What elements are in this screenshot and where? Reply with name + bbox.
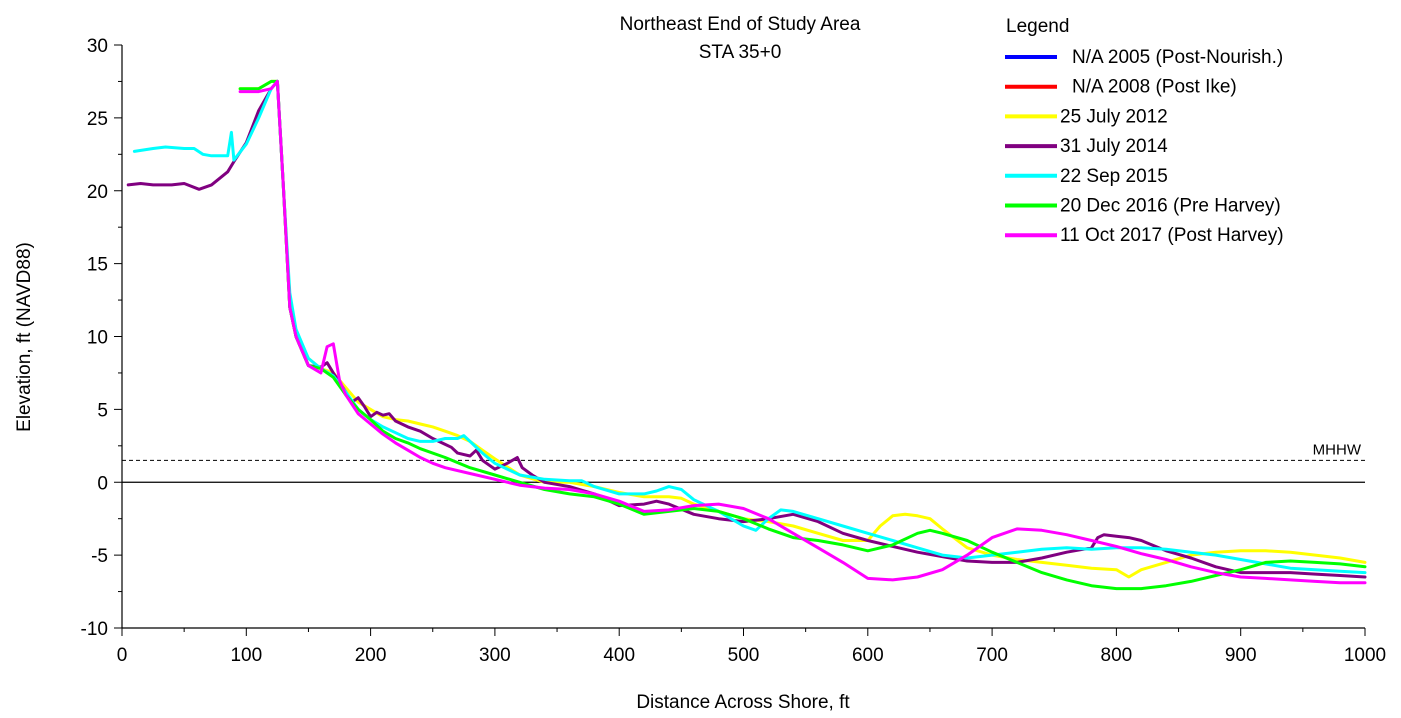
- legend-label-7: 11 Oct 2017 (Post Harvey): [1060, 225, 1284, 246]
- chart-title-line1: Northeast End of Study Area: [620, 14, 861, 35]
- y-tick-label: 30: [87, 36, 108, 57]
- y-tick-label: 0: [97, 473, 108, 494]
- x-tick-label: 1000: [1344, 645, 1386, 666]
- legend-label-3: 25 July 2012: [1060, 106, 1168, 127]
- x-tick-label: 600: [852, 645, 884, 666]
- y-axis-title: Elevation, ft (NAVD88): [14, 242, 35, 432]
- legend-label-4: 31 July 2014: [1060, 136, 1168, 157]
- series-line-6: [238, 79, 1367, 591]
- series-line-5: [132, 79, 1367, 575]
- legend-label-5: 22 Sep 2015: [1060, 166, 1168, 187]
- x-tick-label: 700: [976, 645, 1008, 666]
- y-tick-label: 10: [87, 328, 108, 349]
- y-tick-label: -10: [81, 619, 108, 640]
- legend: Legend N/A 2005 (Post-Nourish.) N/A 2008 …: [1005, 16, 1284, 246]
- legend-label-1: N/A 2005 (Post-Nourish.): [1072, 47, 1283, 68]
- legend-label-2: N/A 2008 (Post Ike): [1072, 77, 1237, 98]
- x-tick-label: 100: [230, 645, 262, 666]
- series-line-3: [238, 79, 1367, 579]
- x-tick-label: 900: [1225, 645, 1257, 666]
- chart-title-line2: STA 35+0: [699, 42, 782, 63]
- y-tick-label: 15: [87, 255, 108, 276]
- x-tick-label: 0: [117, 645, 128, 666]
- series-line-7: [238, 79, 1367, 585]
- axes: 0 100 200 300 400 500 600 700 800 900 1000 -10 -5 0 5 1…: [81, 36, 1387, 666]
- reference-lines: MHHW: [122, 441, 1365, 483]
- x-tick-label: 300: [479, 645, 511, 666]
- y-tick-label: 5: [97, 400, 108, 421]
- legend-label-6: 20 Dec 2016 (Pre Harvey): [1060, 196, 1281, 217]
- series-lines: [126, 79, 1367, 591]
- x-tick-label: 800: [1101, 645, 1133, 666]
- legend-title: Legend: [1006, 16, 1069, 37]
- x-axis-title: Distance Across Shore, ft: [636, 692, 850, 713]
- y-tick-label: -5: [91, 546, 108, 567]
- x-tick-label: 400: [603, 645, 635, 666]
- series-line-4: [126, 79, 1367, 579]
- mhhw-label: MHHW: [1313, 441, 1362, 458]
- x-tick-label: 500: [728, 645, 760, 666]
- y-tick-label: 20: [87, 182, 108, 203]
- x-tick-label: 200: [355, 645, 387, 666]
- y-tick-label: 25: [87, 109, 108, 130]
